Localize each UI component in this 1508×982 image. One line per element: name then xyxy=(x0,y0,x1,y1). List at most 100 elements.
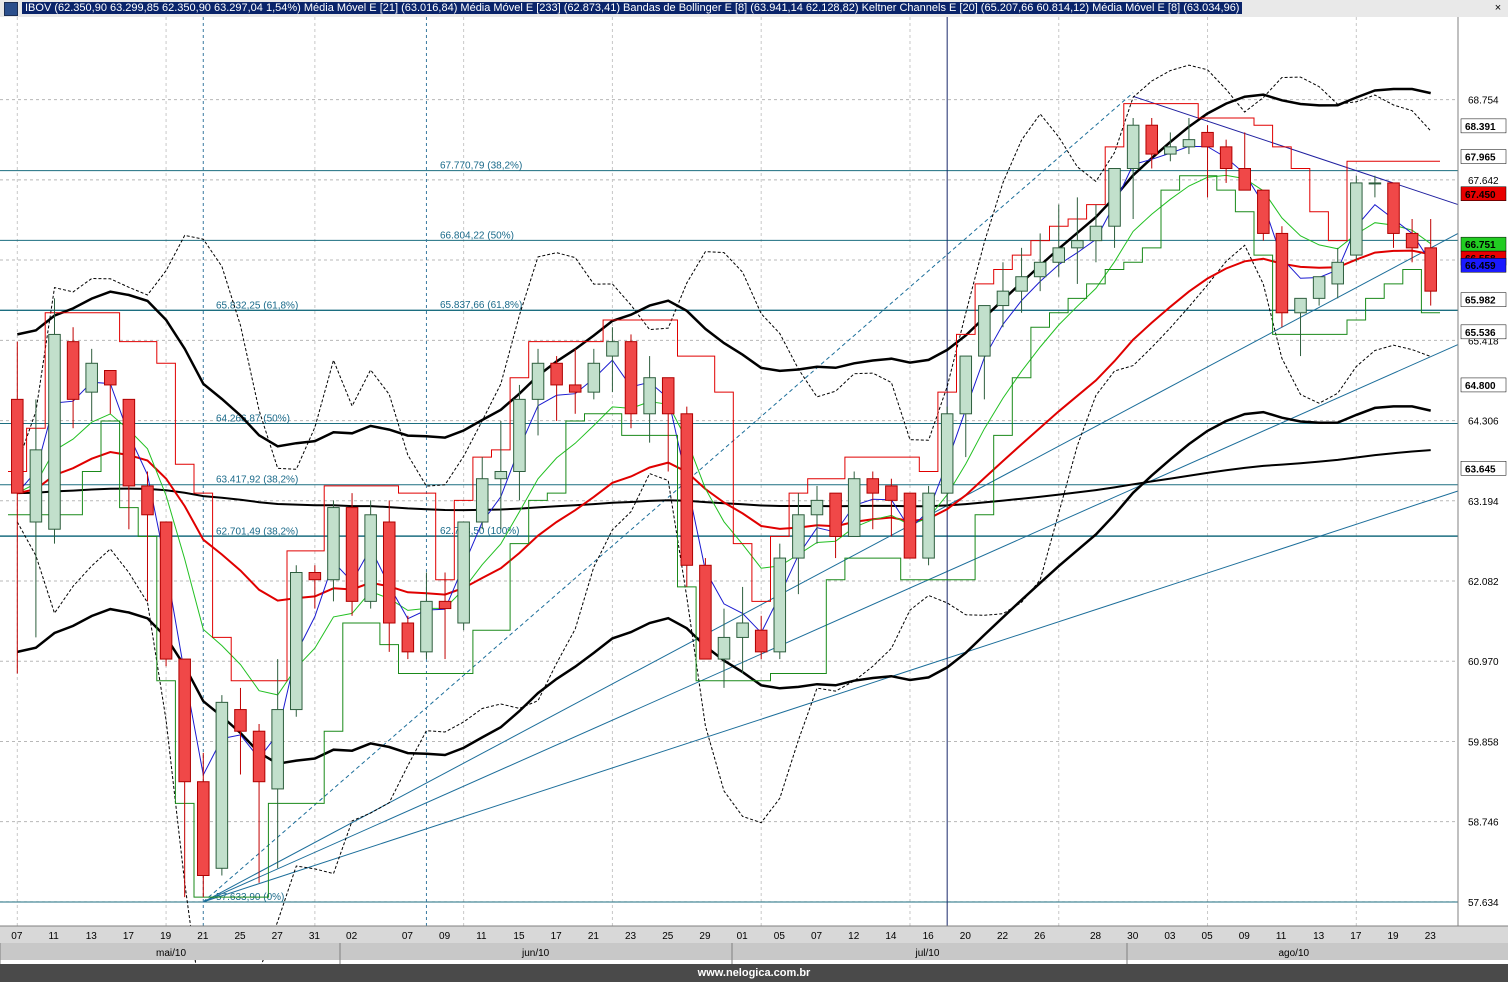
price-marker-label: 67.450 xyxy=(1465,190,1496,201)
price-marker-box xyxy=(1460,461,1507,476)
candle-body xyxy=(1424,247,1437,292)
date-tick-label: 14 xyxy=(885,931,897,942)
candle-body xyxy=(1350,182,1363,256)
trend-line xyxy=(202,92,1134,903)
date-tick-label: 17 xyxy=(1350,931,1362,942)
date-tick-label: 26 xyxy=(1034,931,1046,942)
price-marker-box xyxy=(1460,324,1507,340)
bollinger-lower-line xyxy=(16,244,1431,964)
candle-body xyxy=(568,384,582,393)
footer-watermark: www.nelogica.com.br xyxy=(0,964,1508,982)
candle-body xyxy=(48,333,61,530)
candle-body xyxy=(66,341,80,400)
candle-body xyxy=(159,521,173,660)
candle-body xyxy=(382,521,396,624)
candle-body xyxy=(29,449,43,523)
price-marker-label: 66.751 xyxy=(1465,240,1496,251)
red-stop-line xyxy=(8,103,1440,682)
trend-line xyxy=(203,490,1459,903)
candle-body xyxy=(643,377,656,415)
candle-body xyxy=(364,514,377,602)
candle-body xyxy=(1219,146,1233,170)
green-stop-line xyxy=(8,175,1440,898)
price-tick-label: 64.306 xyxy=(1468,417,1499,428)
resistance-line xyxy=(1132,95,1459,206)
chart-window-icon xyxy=(4,2,18,16)
candle-body xyxy=(940,413,954,494)
price-marker-box xyxy=(1460,257,1507,273)
date-axis-background xyxy=(0,926,1508,943)
plot-background xyxy=(0,17,1508,964)
date-tick-label: 20 xyxy=(960,931,972,942)
date-tick-label: 25 xyxy=(234,931,246,942)
date-tick-label: 29 xyxy=(699,931,711,942)
close-icon[interactable]: × xyxy=(1494,2,1502,14)
date-tick-label: 09 xyxy=(439,931,451,942)
fibonacci-label: 66.804,22 (50%) xyxy=(440,230,514,241)
candle-body xyxy=(345,507,359,602)
fibonacci-label: 64.266,87 (50%) xyxy=(216,413,290,424)
ema-21-line xyxy=(17,249,1431,602)
candle-body xyxy=(829,492,842,537)
date-tick-label: 12 xyxy=(848,931,860,942)
date-tick-label: 28 xyxy=(1090,931,1102,942)
candle-body xyxy=(1294,297,1307,314)
date-tick-label: 21 xyxy=(197,931,209,942)
candle-body xyxy=(773,557,787,653)
candle-body xyxy=(587,362,601,393)
candle-body xyxy=(401,622,415,653)
date-tick-label: 07 xyxy=(811,931,823,942)
price-marker-box xyxy=(1460,377,1507,393)
candle-body xyxy=(178,658,191,783)
candle-body xyxy=(1052,247,1066,263)
candle-body xyxy=(550,362,563,386)
candle-body xyxy=(457,521,470,624)
price-marker-label: 65.982 xyxy=(1465,296,1496,307)
date-tick-label: 23 xyxy=(1425,931,1437,942)
candle-body xyxy=(11,398,24,494)
fibonacci-label: 67.770,79 (38,2%) xyxy=(440,161,522,172)
candle-body xyxy=(104,370,117,386)
date-tick-label: 23 xyxy=(625,931,637,942)
candle-body xyxy=(810,499,824,516)
date-tick-label: 02 xyxy=(346,931,358,942)
fibonacci-label: 65.832,25 (61,8%) xyxy=(216,300,298,311)
candle-body xyxy=(308,572,322,581)
candle-body xyxy=(606,341,619,357)
candle-body xyxy=(699,564,712,660)
date-tick-label: 30 xyxy=(1127,931,1139,942)
candle-body xyxy=(85,362,98,393)
candle-body xyxy=(1033,261,1047,278)
candle-body xyxy=(885,485,898,501)
price-tick-label: 58.746 xyxy=(1468,818,1499,829)
date-tick-label: 05 xyxy=(1202,931,1214,942)
candle-body xyxy=(1126,124,1140,169)
candle-body xyxy=(1164,146,1177,155)
date-tick-label: 17 xyxy=(123,931,135,942)
price-marker-box xyxy=(1460,186,1507,201)
price-marker-label: 65.536 xyxy=(1465,328,1496,339)
fibonacci-label: 63.417,92 (38,2%) xyxy=(216,475,298,486)
date-tick-label: 17 xyxy=(551,931,563,942)
candle-body xyxy=(903,492,917,559)
candle-body xyxy=(1145,124,1159,155)
date-tick-label: 11 xyxy=(476,931,487,942)
date-tick-label: 11 xyxy=(1276,931,1287,942)
candle-body xyxy=(792,514,805,559)
candle-body xyxy=(717,636,731,660)
month-label: jul/10 xyxy=(915,948,940,959)
candle-body xyxy=(1071,240,1084,249)
date-tick-label: 22 xyxy=(997,931,1009,942)
candle-body xyxy=(420,600,433,653)
date-tick-label: 15 xyxy=(513,931,525,942)
price-marker-label: 68.391 xyxy=(1465,122,1496,133)
candle-body xyxy=(1182,139,1196,148)
candle-body xyxy=(1015,276,1028,292)
price-tick-label: 63.194 xyxy=(1468,497,1499,508)
price-marker-box xyxy=(1460,118,1507,134)
candle-body xyxy=(1108,168,1121,227)
date-tick-label: 27 xyxy=(272,931,284,942)
date-tick-label: 31 xyxy=(309,931,321,942)
month-label: ago/10 xyxy=(1279,948,1310,959)
candle-body xyxy=(959,355,973,415)
